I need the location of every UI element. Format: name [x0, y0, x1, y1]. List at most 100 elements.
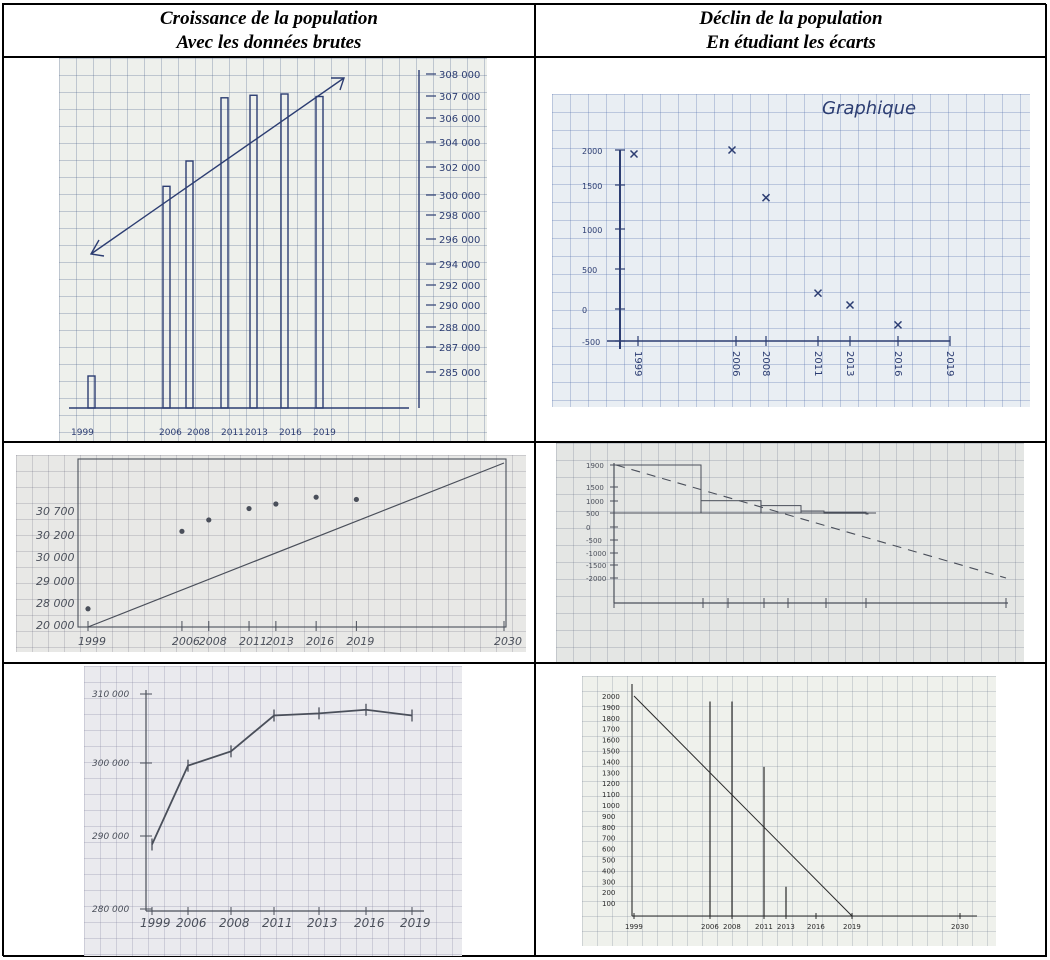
bar: [87, 375, 96, 409]
photo-growth-line: 310 000 300 000 290 000 280 000 1999 2006 2008…: [84, 666, 462, 956]
x-tick-label: 2019: [843, 923, 861, 931]
data-point: [273, 501, 279, 507]
y-tick-label: 900: [602, 813, 615, 821]
y-tick-label: 1400: [602, 758, 620, 766]
photo-growth-trend: 30 700 30 200 30 000 29 000 28 000 20 000 1999…: [16, 455, 526, 652]
y-tick-label: -500: [586, 537, 602, 545]
bar: [185, 160, 194, 409]
bar: [800, 510, 825, 514]
header-right-line2: En étudiant les écarts: [706, 31, 876, 53]
x-tick-label: 2011: [221, 428, 244, 438]
x-tick-label: 2011: [812, 351, 823, 376]
y-tick-label: 2000: [582, 147, 602, 156]
y-tick-label: -2000: [586, 575, 606, 583]
y-tick-label: 500: [586, 510, 599, 518]
x-tick-label: 2019: [944, 351, 955, 376]
trend-arrow: [90, 77, 345, 255]
decline-step-chart: 1900 1500 1000 500 0 -500 -1000 -1500 -2000: [586, 462, 1008, 608]
header-left: Croissance de la population Avec les don…: [3, 4, 535, 57]
y-tick-label: 285 000: [439, 368, 480, 379]
data-point: [761, 193, 771, 202]
data-point: [179, 528, 185, 534]
data-point: [629, 149, 639, 159]
y-tick-label: 300 000: [439, 191, 480, 202]
y-tick-label: 400: [602, 867, 615, 875]
trend-line: [633, 695, 853, 917]
x-tick-label: 2013: [245, 428, 268, 438]
x-tick-label: 2013: [844, 351, 855, 376]
cell-decline-steps: 1900 1500 1000 500 0 -500 -1000 -1500 -2000: [535, 442, 1047, 663]
data-point: [727, 145, 737, 155]
data-point: [845, 300, 855, 310]
y-tick-label: 288 000: [439, 323, 480, 334]
header-left-line2: Avec les données brutes: [176, 31, 362, 53]
x-tick-label: 2030: [951, 923, 969, 931]
y-tick-label: 0: [582, 306, 587, 315]
y-tick-label: 296 000: [439, 235, 480, 246]
y-tick-label: 1900: [602, 704, 620, 712]
x-tick-label: 2011: [262, 916, 293, 930]
trend-line: [615, 464, 1007, 579]
x-tick-label: 2016: [807, 923, 825, 931]
x-tick-label: 1999: [140, 916, 171, 930]
y-tick-label: 1500: [586, 484, 604, 492]
x-tick-label: 2006: [176, 916, 207, 930]
x-tick-label: 1999: [71, 428, 94, 438]
y-tick-label: 290 000: [92, 832, 129, 842]
y-tick-label: 287 000: [439, 343, 480, 354]
y-tick-label: 1700: [602, 726, 620, 734]
data-point: [893, 320, 903, 329]
y-tick-label: -1000: [586, 550, 606, 558]
x-tick-label: 2016: [892, 351, 903, 376]
x-tick-label: 2016: [306, 635, 334, 648]
x-tick-label: 2008: [723, 923, 741, 931]
y-tick-label: 307 000: [439, 92, 480, 103]
y-tick-label: 298 000: [439, 211, 480, 222]
header-left-line1: Croissance de la population: [160, 7, 378, 29]
photo-decline-scatter: Graphique 2000 1500 1000 500 0 -500 1999 2006 200…: [552, 94, 1030, 407]
cell-growth-line: 310 000 300 000 290 000 280 000 1999 2006 2008…: [3, 663, 535, 957]
cell-growth-trend: 30 700 30 200 30 000 29 000 28 000 20 000 1999…: [3, 442, 535, 663]
x-tick-label: 2016: [279, 428, 302, 438]
bar: [220, 97, 229, 409]
bar: [280, 93, 289, 409]
y-tick-label: 1000: [582, 226, 602, 235]
y-tick-label: 306 000: [439, 114, 480, 125]
trend-arrow-head: [331, 77, 345, 91]
trend-line: [87, 462, 505, 628]
x-tick-label: 2008: [187, 428, 210, 438]
chart-title: Graphique: [822, 98, 916, 119]
growth-trend-chart: 30 700 30 200 30 000 29 000 28 000 20 0001999…: [36, 458, 522, 648]
x-tick-label: 2011: [755, 923, 773, 931]
y-tick-label: 310 000: [92, 690, 129, 700]
y-tick-label: 20 000: [36, 619, 75, 632]
y-tick-label: 1600: [602, 737, 620, 745]
y-tick-label: 100: [602, 900, 615, 908]
x-tick-label: 2006: [159, 428, 182, 438]
y-tick-label: 500: [582, 266, 597, 275]
y-tick-label: 29 000: [36, 575, 75, 588]
y-tick-label: 200: [602, 889, 615, 897]
y-tick-label: 304 000: [439, 138, 480, 149]
data-point: [353, 496, 359, 503]
y-tick-label: 1800: [602, 715, 620, 723]
y-tick-label: 302 000: [439, 163, 480, 174]
data-line: [151, 708, 413, 845]
trend-arrow-tail: [89, 239, 105, 257]
growth-bar-chart: 308 000 307 000 306 000 304 000 302 000 300 0…: [69, 70, 480, 438]
plot-frame: [77, 458, 507, 628]
y-tick-label: -1500: [586, 562, 606, 570]
y-tick-label: 800: [602, 824, 615, 832]
photo-decline-bars: 2000 1900 1800 1700 1600 1500 1400 1300 1200 1100…: [582, 676, 996, 946]
x-tick-label: 2019: [313, 428, 336, 438]
data-point: [206, 517, 212, 523]
y-tick-label: 1300: [602, 769, 620, 777]
y-tick-label: 1000: [586, 498, 604, 506]
y-tick-label: 30 700: [36, 505, 75, 518]
header-right-line1: Déclin de la population: [699, 7, 883, 29]
y-tick-label: 30 000: [36, 551, 75, 564]
x-tick-label: 1999: [78, 635, 106, 648]
header-right: Déclin de la population En étudiant les …: [535, 4, 1047, 57]
x-tick-label: 2006: [730, 351, 741, 376]
comparison-table: Croissance de la population Avec les don…: [2, 3, 1047, 957]
